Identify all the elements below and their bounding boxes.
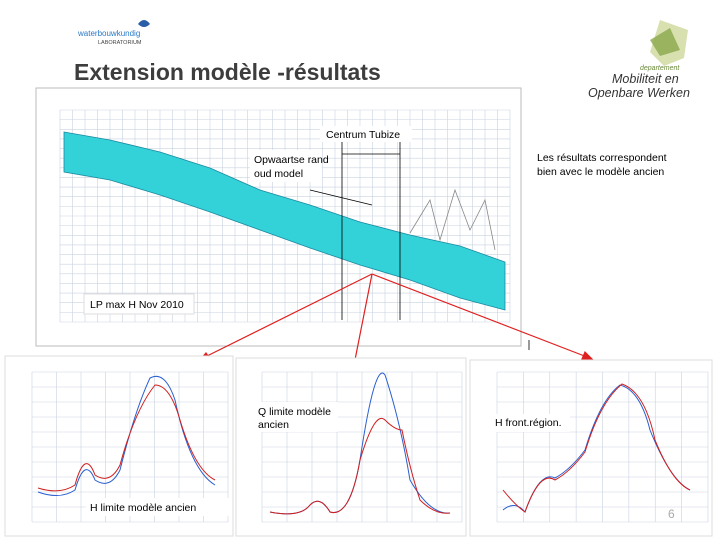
dept-logo: departement Mobiliteit en Openbare Werke… [588,20,690,100]
series-line [37,384,216,492]
arrow [204,273,373,358]
label-box [86,498,232,516]
main-figure: Centrum Tubize Opwaartse rand oud model … [35,87,522,347]
grid [261,371,463,523]
pointer [309,189,373,206]
logo-shape [650,28,680,56]
logo-text: waterbouwkundig [77,29,140,38]
arrowhead [581,350,594,360]
panel-caption: ancien [258,419,289,431]
series-line [502,383,691,513]
panel-caption: H front.région. [495,417,562,429]
label-box [320,126,412,142]
panel: Q limite modèle ancien [235,357,467,537]
figure-label: Opwaartse rand [254,154,329,166]
envelope [63,131,506,311]
slide-title: Extension modèle -résultats [74,59,381,85]
figure-label: Centrum Tubize [326,129,400,141]
page-number: 6 [668,507,675,521]
figure-label: oud model [254,168,303,180]
label-box [490,414,570,432]
panel-frame [469,359,713,537]
logo-text: Mobiliteit en [612,72,679,86]
label-box [83,293,195,315]
logo-text: Openbare Werken [588,86,690,100]
series-line [37,375,216,496]
logo-text: departement [640,65,680,72]
panel-caption: H limite modèle ancien [90,502,196,514]
note-text: Les résultats correspondent [537,152,667,164]
logo-text: LABORATORIUM [98,40,142,46]
panel-caption: Q limite modèle [258,406,331,418]
profile-line [409,188,496,251]
note-text: bien avec le modèle ancien [537,166,664,178]
label-box [250,150,322,182]
label-box [254,402,338,432]
lab-logo: waterbouwkundig LABORATORIUM [77,20,150,46]
panel: H front.région. [469,359,713,537]
series-line [269,417,451,515]
logo-mark [138,20,150,27]
arrow [371,273,588,358]
panel: H limite modèle ancien [4,355,234,537]
figure-caption: LP max H Nov 2010 [90,299,184,311]
